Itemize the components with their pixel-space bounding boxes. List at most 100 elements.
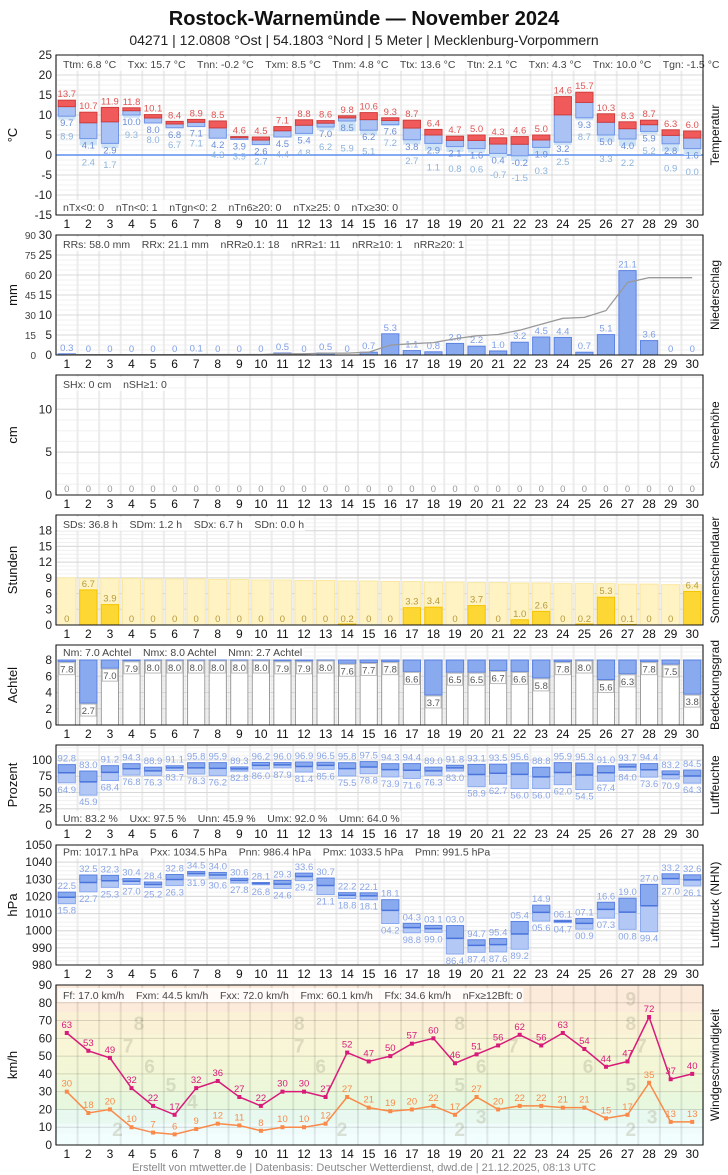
day-label: 8 bbox=[214, 627, 221, 641]
ground-min-bar bbox=[554, 142, 572, 145]
min-label: 76.3 bbox=[144, 777, 163, 788]
mean-wind-point bbox=[323, 1121, 328, 1126]
cloud-bar bbox=[661, 659, 680, 665]
tx-label: 10.3 bbox=[597, 103, 616, 114]
max-label: 96.9 bbox=[295, 751, 314, 762]
precip-label: 0 bbox=[345, 344, 350, 355]
range-upper bbox=[639, 883, 659, 907]
sunshine-label: 0 bbox=[172, 614, 177, 625]
day-label: 5 bbox=[150, 967, 157, 981]
panel-title: Niederschlag bbox=[708, 260, 722, 330]
min-bar bbox=[79, 122, 98, 140]
y-tick-label: 980 bbox=[32, 958, 52, 972]
y-tick-label: 20 bbox=[39, 68, 53, 82]
precip-bar bbox=[402, 350, 421, 356]
day-label: 30 bbox=[686, 627, 700, 641]
ground-min-bar bbox=[403, 139, 421, 145]
beaufort-number: 6 bbox=[144, 1057, 155, 1078]
day-label: 28 bbox=[642, 627, 656, 641]
cloud-bar bbox=[294, 659, 314, 662]
gust-point bbox=[129, 1086, 134, 1091]
max-label: 34.0 bbox=[209, 861, 228, 872]
tg-label: 0.0 bbox=[686, 167, 699, 178]
y-tick-label: 18 bbox=[39, 524, 53, 538]
day-label: 22 bbox=[513, 967, 527, 981]
mean-wind-point bbox=[302, 1125, 307, 1130]
day-label: 24 bbox=[556, 967, 570, 981]
y-tick-label: 1040 bbox=[25, 855, 52, 869]
tn-label: 4.2 bbox=[211, 140, 224, 151]
mean-wind-label: 13 bbox=[687, 1109, 698, 1120]
gust-label: 47 bbox=[622, 1048, 633, 1059]
tn-label: 8.5 bbox=[341, 123, 354, 134]
cloud-bar bbox=[273, 659, 292, 662]
day-label: 11 bbox=[276, 727, 289, 741]
day-label: 15 bbox=[362, 217, 376, 231]
min-label: 83.7 bbox=[165, 773, 184, 784]
max-bar bbox=[661, 129, 680, 136]
gust-label: 44 bbox=[601, 1054, 612, 1065]
snow-label: 0 bbox=[582, 484, 587, 495]
ground-min-bar bbox=[295, 133, 313, 136]
tn-label: 7.6 bbox=[384, 127, 397, 138]
day-label: 7 bbox=[193, 827, 200, 841]
cloud-label: 7.6 bbox=[341, 666, 354, 677]
tx-label: 10.6 bbox=[359, 102, 378, 113]
day-label: 30 bbox=[686, 1147, 700, 1161]
y-tick-label: 15 bbox=[39, 288, 53, 302]
day-label: 23 bbox=[535, 1147, 549, 1161]
y-axis-title: km/h bbox=[5, 1051, 20, 1079]
mean-wind-label: 22 bbox=[428, 1093, 439, 1104]
range-upper bbox=[100, 874, 120, 882]
cloud-label-box bbox=[489, 671, 507, 685]
cloud-label: 6.6 bbox=[513, 674, 526, 685]
tg-label: 6.7 bbox=[168, 140, 181, 151]
day-label: 14 bbox=[340, 967, 354, 981]
day-label: 28 bbox=[642, 497, 656, 511]
day-label: 29 bbox=[664, 497, 678, 511]
mean-wind-label: 17 bbox=[622, 1102, 633, 1113]
precip-label: 3.6 bbox=[642, 330, 655, 341]
sunshine-label: 3.9 bbox=[103, 594, 116, 605]
max-label: 06.1 bbox=[554, 909, 573, 920]
tx-label: 4.5 bbox=[254, 126, 267, 137]
day-label: 19 bbox=[448, 727, 462, 741]
day-label: 17 bbox=[405, 357, 419, 371]
range-upper bbox=[618, 897, 637, 913]
gust-label: 54 bbox=[579, 1036, 590, 1047]
day-label: 24 bbox=[556, 357, 570, 371]
sunshine-label: 0 bbox=[366, 614, 371, 625]
day-label: 12 bbox=[297, 727, 311, 741]
max-label: 95.9 bbox=[554, 752, 573, 763]
tx-label: 8.7 bbox=[642, 109, 655, 120]
cloud-label-box bbox=[468, 672, 485, 686]
beaufort-number: 7 bbox=[636, 1036, 647, 1057]
cloud-label: 7.8 bbox=[60, 665, 73, 676]
beaufort-band bbox=[56, 1134, 703, 1145]
gust-point bbox=[539, 1043, 544, 1048]
gust-point bbox=[302, 1089, 307, 1094]
cloud-label: 6.3 bbox=[621, 677, 634, 688]
max-label: 91.8 bbox=[446, 754, 465, 765]
day-label: 1 bbox=[63, 727, 70, 741]
min-label: 86.4 bbox=[446, 956, 465, 967]
snow-label: 0 bbox=[172, 484, 177, 495]
beaufort-number: 8 bbox=[454, 1014, 465, 1035]
day-label: 24 bbox=[556, 497, 570, 511]
day-label: 29 bbox=[664, 1147, 678, 1161]
y-axis-title: mm bbox=[5, 284, 20, 306]
range-lower bbox=[338, 768, 357, 777]
cloud-label: 8.0 bbox=[211, 663, 224, 674]
max-label: 96.2 bbox=[252, 751, 271, 762]
range-lower bbox=[359, 766, 378, 775]
tg-label: -1.5 bbox=[511, 173, 527, 184]
y-tick-label: 30 bbox=[39, 1085, 53, 1099]
gust-label: 37 bbox=[665, 1066, 676, 1077]
gust-label: 49 bbox=[105, 1045, 116, 1056]
mean-wind-label: 11 bbox=[234, 1112, 244, 1123]
cloud-label: 7.7 bbox=[362, 665, 375, 676]
cloud-label: 8.0 bbox=[190, 663, 203, 674]
day-label: 16 bbox=[384, 357, 398, 371]
